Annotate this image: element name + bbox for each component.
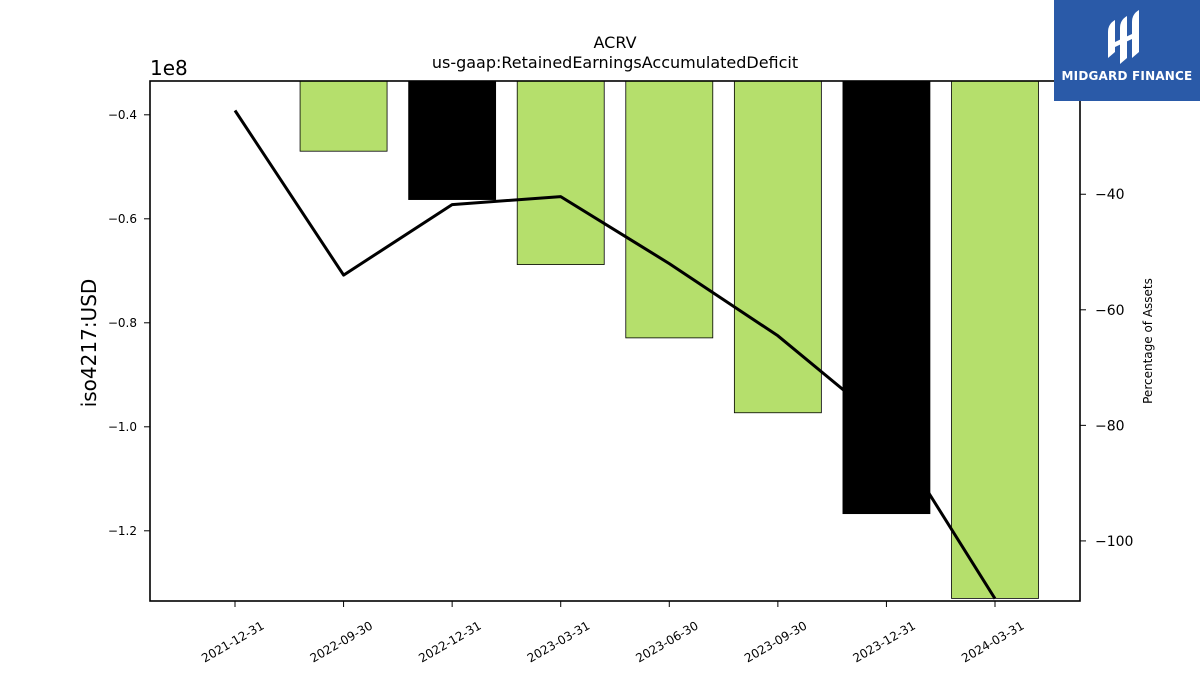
y-tick-label: −0.4 (108, 108, 137, 122)
chart-subtitle: us-gaap:RetainedEarningsAccumulatedDefic… (432, 53, 798, 72)
line-layer (233, 109, 997, 600)
y2-tick-label: −80 (1095, 418, 1125, 434)
y-tick-label: −0.8 (108, 316, 137, 330)
y-tick-label: −1.0 (108, 420, 137, 434)
y-axis-label: iso4217:USD (77, 279, 101, 408)
bar-2023-06-30 (625, 80, 714, 339)
x-tick-label: 2023-06-30 (633, 618, 700, 665)
y2-tick-label: −60 (1095, 303, 1125, 319)
y2-axis-label: Percentage of Assets (1141, 278, 1155, 404)
bar-2022-12-31 (408, 80, 497, 200)
percentage-of-assets-line (233, 109, 997, 600)
y2-tick-label: −40 (1095, 187, 1125, 203)
x-tick-label: 2021-12-31 (199, 618, 266, 665)
bar-2023-09-30 (733, 80, 822, 414)
x-tick-label: 2024-03-31 (959, 618, 1026, 665)
midgard-finance-logo: MIDGARD FINANCE (1054, 0, 1200, 101)
y-tick-label: −1.2 (108, 524, 137, 538)
axes-layer (149, 80, 1081, 602)
y-tick-label: −0.6 (108, 212, 137, 226)
x-tick-label: 2023-03-31 (525, 618, 592, 665)
y-axis-multiplier: 1e8 (150, 56, 188, 80)
midgard-finance-logo-icon (1108, 10, 1139, 64)
bars-layer (299, 80, 1039, 599)
x-tick-label: 2022-12-31 (416, 618, 483, 665)
logo-name: MIDGARD FINANCE (1061, 69, 1193, 83)
x-tick-label: 2023-12-31 (851, 618, 918, 665)
y2-tick-label: −100 (1095, 534, 1133, 550)
bar-2024-03-31 (951, 80, 1039, 599)
x-tick-label: 2022-09-30 (308, 618, 375, 665)
bar-2023-03-31 (516, 80, 605, 265)
bar-2023-12-31 (842, 80, 931, 515)
chart-title: ACRV (593, 33, 636, 52)
plot-frame (149, 80, 1081, 602)
bar-2022-09-30 (299, 80, 388, 152)
x-tick-label: 2023-09-30 (742, 618, 809, 665)
